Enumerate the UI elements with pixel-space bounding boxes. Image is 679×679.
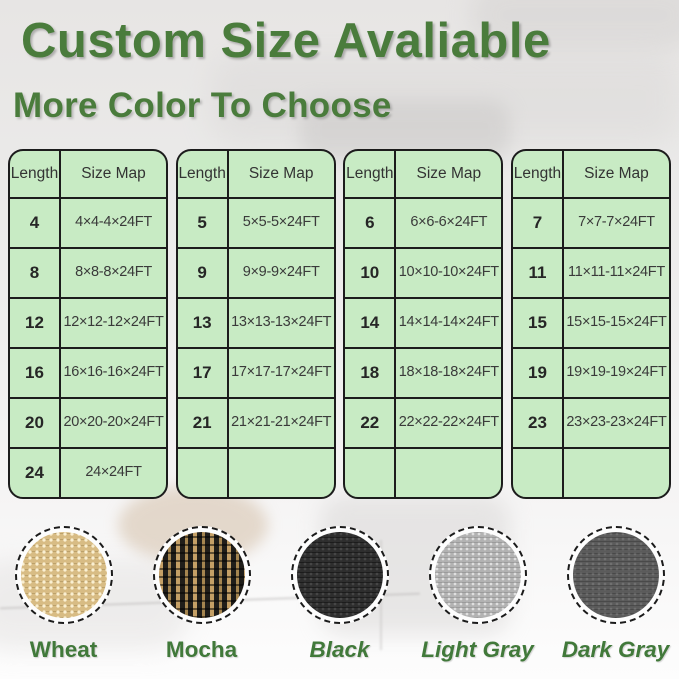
size-map-cell: 16×16-16×24FT [59, 347, 166, 397]
length-cell: 19 [512, 347, 562, 397]
size-map-cell: 15×15-15×24FT [561, 297, 669, 347]
swatch-color-label: Black [309, 637, 370, 662]
size-map-cell: 12×12-12×24FT [59, 297, 166, 347]
length-cell: 11 [512, 247, 562, 297]
page-title: Custom Size Avaliable [21, 14, 551, 68]
swatch-dashed-ring [566, 526, 665, 624]
swatch-color-label: Mocha [165, 637, 238, 662]
swatch-dashed-ring [152, 526, 251, 624]
size-map-cell: 20×20-20×24FT [59, 397, 166, 447]
column-header-size-map: Size Map [59, 151, 166, 197]
size-map-cell: 5×5-5×24FT [226, 197, 334, 247]
color-swatch: Mocha [152, 526, 251, 663]
size-map-cell: 11×11-11×24FT [561, 247, 669, 297]
size-map-cell: 21×21-21×24FT [226, 397, 334, 447]
length-cell: 17 [177, 347, 227, 397]
size-map-cell: 13×13-13×24FT [226, 297, 334, 347]
length-cell [177, 447, 227, 497]
header: Custom Size Avaliable More Color To Choo… [0, 0, 679, 126]
length-cell: 18 [345, 347, 395, 397]
size-table: Length Size Map 6 6×6-6×24FT 10 10×10-10×24FT… [343, 149, 504, 499]
color-swatch: Wheat [14, 526, 113, 663]
color-swatch: Dark Gray [562, 526, 669, 663]
column-header-length: Length [346, 164, 394, 182]
length-cell: 5 [177, 197, 227, 247]
size-map-cell: 18×18-18×24FT [394, 347, 502, 397]
swatch-dashed-ring [14, 526, 113, 624]
color-swatch: Black [290, 526, 389, 663]
length-cell: 20 [10, 397, 59, 447]
column-header-size-map: Size Map [226, 151, 334, 197]
column-header-length: Length [513, 164, 562, 182]
column-header-length: Length [178, 164, 226, 182]
length-cell: 23 [512, 397, 562, 447]
length-cell: 16 [10, 347, 59, 397]
swatch-color-label: Wheat [29, 637, 98, 662]
length-cell: 8 [10, 247, 59, 297]
column-header-size-map: Size Map [394, 151, 501, 197]
size-table: Length Size Map 7 7×7-7×24FT 11 11×11-11×24FT… [510, 149, 671, 499]
size-map-cell: 22×22-22×24FT [394, 397, 502, 447]
size-map-cell [226, 447, 334, 497]
fabric-texture-mocha [158, 532, 245, 618]
color-swatches: Wheat Mocha Black Light Gray Dark Gray [0, 526, 679, 663]
length-cell: 21 [177, 397, 227, 447]
size-map-cell: 23×23-23×24FT [561, 397, 669, 447]
fabric-texture-black [296, 532, 383, 618]
length-cell: 13 [177, 297, 227, 347]
size-map-cell: 7×7-7×24FT [561, 197, 669, 247]
length-cell: 10 [345, 247, 395, 297]
length-cell: 7 [512, 197, 562, 247]
length-cell: 22 [345, 397, 395, 447]
size-map-cell: 8×8-8×24FT [59, 247, 166, 297]
swatch-color-label: Light Gray [421, 637, 534, 662]
size-map-cell: 14×14-14×24FT [394, 297, 502, 347]
swatch-dashed-ring [290, 526, 389, 624]
size-table: Length Size Map 5 5×5-5×24FT 9 9×9-9×24FT 13 13… [175, 149, 336, 499]
length-cell: 6 [345, 197, 395, 247]
length-cell [345, 447, 395, 497]
size-map-cell: 17×17-17×24FT [226, 347, 334, 397]
length-cell: 15 [512, 297, 562, 347]
size-tables: Length Size Map 4 4×4-4×24FT 8 8×8-8×24FT 12 12… [8, 149, 671, 499]
length-cell: 12 [10, 297, 59, 347]
fabric-texture-dark-gray [572, 532, 659, 618]
size-map-cell: 9×9-9×24FT [226, 247, 334, 297]
swatch-color-label: Dark Gray [561, 637, 670, 662]
size-map-cell: 4×4-4×24FT [59, 197, 166, 247]
page-subtitle: More Color To Choose [13, 86, 392, 125]
size-map-cell: 10×10-10×24FT [394, 247, 502, 297]
fabric-texture-light-gray [434, 532, 521, 618]
color-swatch: Light Gray [421, 526, 534, 663]
size-table: Length Size Map 4 4×4-4×24FT 8 8×8-8×24FT 12 12… [8, 149, 168, 499]
length-cell: 14 [345, 297, 395, 347]
column-header-size-map: Size Map [561, 151, 669, 197]
length-cell: 4 [10, 197, 59, 247]
length-cell: 24 [10, 447, 59, 497]
length-cell [512, 447, 562, 497]
size-map-cell: 6×6-6×24FT [394, 197, 502, 247]
size-map-cell: 24×24FT [59, 447, 166, 497]
length-cell: 9 [177, 247, 227, 297]
size-map-cell [561, 447, 669, 497]
size-map-cell [394, 447, 502, 497]
fabric-texture-wheat [20, 532, 107, 618]
column-header-length: Length [10, 164, 59, 182]
swatch-dashed-ring [428, 526, 527, 624]
size-map-cell: 19×19-19×24FT [561, 347, 669, 397]
